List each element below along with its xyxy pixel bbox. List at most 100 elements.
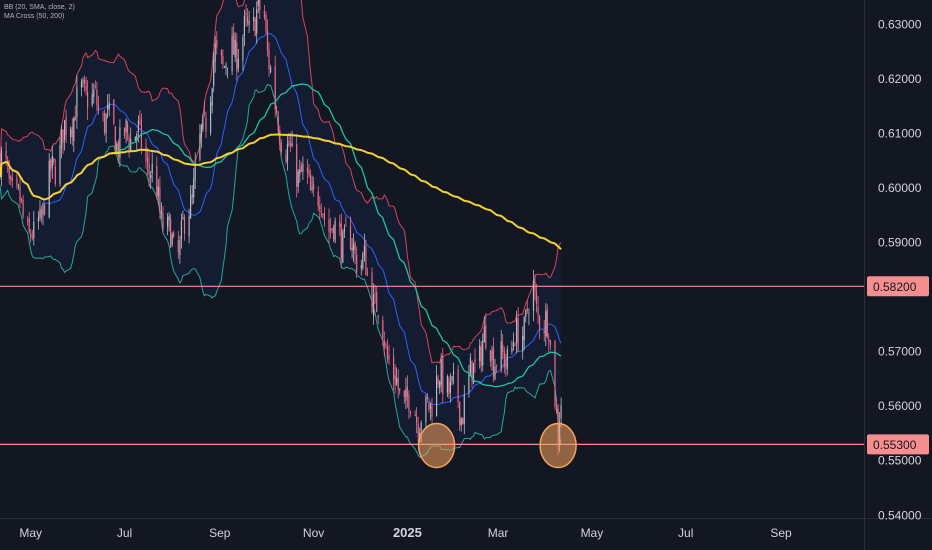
candle — [526, 300, 528, 314]
candle-body — [288, 140, 290, 146]
candle-body — [37, 217, 39, 222]
candle-body — [183, 216, 186, 234]
candle-body — [123, 127, 126, 136]
moving-averages — [0, 83, 562, 388]
candle-body — [114, 126, 116, 155]
price-tick-label: 0.54000 — [878, 508, 922, 522]
candle — [373, 283, 375, 325]
candle — [44, 202, 46, 216]
candle — [311, 175, 313, 194]
candle-body — [291, 142, 293, 147]
candle-body — [356, 254, 358, 273]
candle — [211, 87, 213, 114]
candle-body — [313, 183, 315, 190]
candle-body — [503, 350, 505, 368]
candle-body — [259, 0, 261, 10]
candle — [76, 75, 78, 129]
candle — [116, 141, 118, 153]
candle — [353, 233, 355, 263]
candle-body — [93, 89, 95, 97]
candle — [426, 393, 428, 403]
candle — [386, 339, 388, 363]
candle — [268, 42, 270, 77]
candle-body — [220, 50, 222, 56]
candle-body — [65, 116, 67, 135]
price-axis[interactable]: 0.63000 0.62000 0.61000 0.60000 0.59000 0.570… — [878, 18, 922, 523]
candle-body — [190, 196, 192, 219]
candle — [425, 394, 427, 428]
candle — [539, 314, 541, 340]
candle — [339, 214, 341, 237]
candle — [405, 377, 407, 409]
candle — [442, 347, 444, 403]
candle — [64, 119, 66, 151]
time-axis[interactable]: May Jul Sep Nov 2025 Mar May Jul Sep — [19, 525, 792, 540]
candle-body — [403, 390, 405, 397]
candle-body — [285, 154, 287, 162]
candle — [257, 0, 259, 13]
candle-body — [270, 67, 272, 73]
candle-body — [179, 239, 181, 256]
time-tick-label: May — [19, 526, 42, 540]
candle — [159, 176, 161, 219]
candle-body — [62, 129, 64, 144]
candle-body — [452, 371, 455, 375]
candle-body — [546, 309, 548, 337]
legend-ma[interactable]: MA Cross (50, 200) — [4, 13, 65, 20]
candle — [73, 116, 75, 153]
legend-bb[interactable]: BB (20, SMA, close, 2) — [4, 4, 75, 11]
candle — [33, 211, 35, 246]
candle — [297, 169, 299, 193]
candle-body — [459, 401, 461, 425]
candle-body — [182, 217, 184, 219]
candle — [256, 1, 258, 44]
candle-body — [420, 422, 422, 432]
candle-body — [377, 315, 379, 318]
level-support[interactable]: 0.55300 — [0, 434, 929, 455]
candle-body — [491, 350, 493, 361]
candle-body — [105, 113, 107, 134]
candle-body — [549, 340, 551, 345]
candle-body — [263, 11, 265, 18]
candle-body — [425, 396, 427, 423]
candle-body — [385, 343, 387, 346]
candle — [374, 284, 376, 304]
candle — [139, 110, 141, 126]
candle-body — [22, 200, 24, 217]
candle-body — [365, 245, 367, 276]
candle-body — [113, 99, 115, 124]
candle-body — [202, 114, 204, 130]
candle — [342, 229, 344, 264]
price-tick-label: 0.61000 — [878, 127, 922, 141]
candle-body — [543, 330, 545, 334]
candle-body — [345, 225, 347, 227]
candle — [474, 348, 476, 373]
candle-body — [373, 294, 375, 316]
horizontal-levels[interactable]: 0.58200 0.55300 — [0, 276, 929, 455]
candle — [502, 334, 504, 360]
candle-body — [225, 64, 227, 68]
candle-body — [462, 418, 464, 425]
candle-body — [170, 218, 172, 248]
candle-body — [436, 376, 438, 417]
candle-body — [116, 143, 118, 151]
level-resistance[interactable]: 0.58200 — [0, 276, 929, 297]
candle — [555, 397, 558, 414]
candle-body — [145, 146, 147, 162]
candle-body — [151, 163, 153, 174]
candle — [188, 208, 190, 244]
candle-body — [213, 60, 215, 86]
candle-body — [248, 20, 250, 26]
candle-body — [231, 36, 233, 72]
candle — [376, 286, 378, 313]
candle-body — [85, 85, 87, 91]
candle-body — [366, 272, 368, 274]
candle — [408, 390, 410, 419]
candle — [114, 125, 116, 155]
candle-body — [16, 177, 18, 186]
candle — [363, 233, 365, 262]
candle — [494, 359, 496, 381]
candle-body — [374, 292, 376, 294]
candle-body — [171, 234, 173, 245]
